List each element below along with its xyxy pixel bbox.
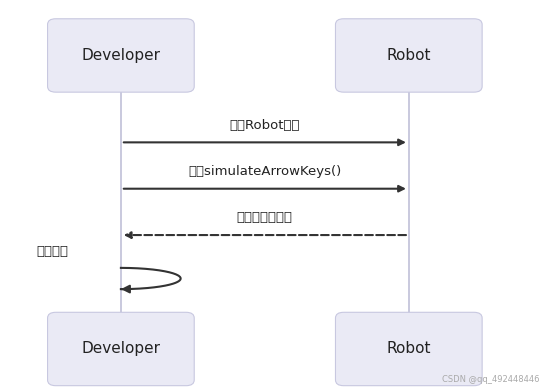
Text: 调用simulateArrowKeys(): 调用simulateArrowKeys() <box>188 165 341 178</box>
Text: CSDN @qq_492448446: CSDN @qq_492448446 <box>442 375 539 384</box>
Text: Developer: Developer <box>81 342 161 356</box>
Text: Robot: Robot <box>387 48 431 63</box>
FancyBboxPatch shape <box>48 312 194 385</box>
Text: 创建Robot实例: 创建Robot实例 <box>230 119 300 131</box>
Text: Developer: Developer <box>81 48 161 63</box>
Text: 程序结束: 程序结束 <box>37 245 69 258</box>
Text: 模拟上下左右键: 模拟上下左右键 <box>237 211 293 224</box>
FancyBboxPatch shape <box>48 19 194 92</box>
FancyBboxPatch shape <box>335 312 482 385</box>
FancyBboxPatch shape <box>335 19 482 92</box>
Text: Robot: Robot <box>387 342 431 356</box>
